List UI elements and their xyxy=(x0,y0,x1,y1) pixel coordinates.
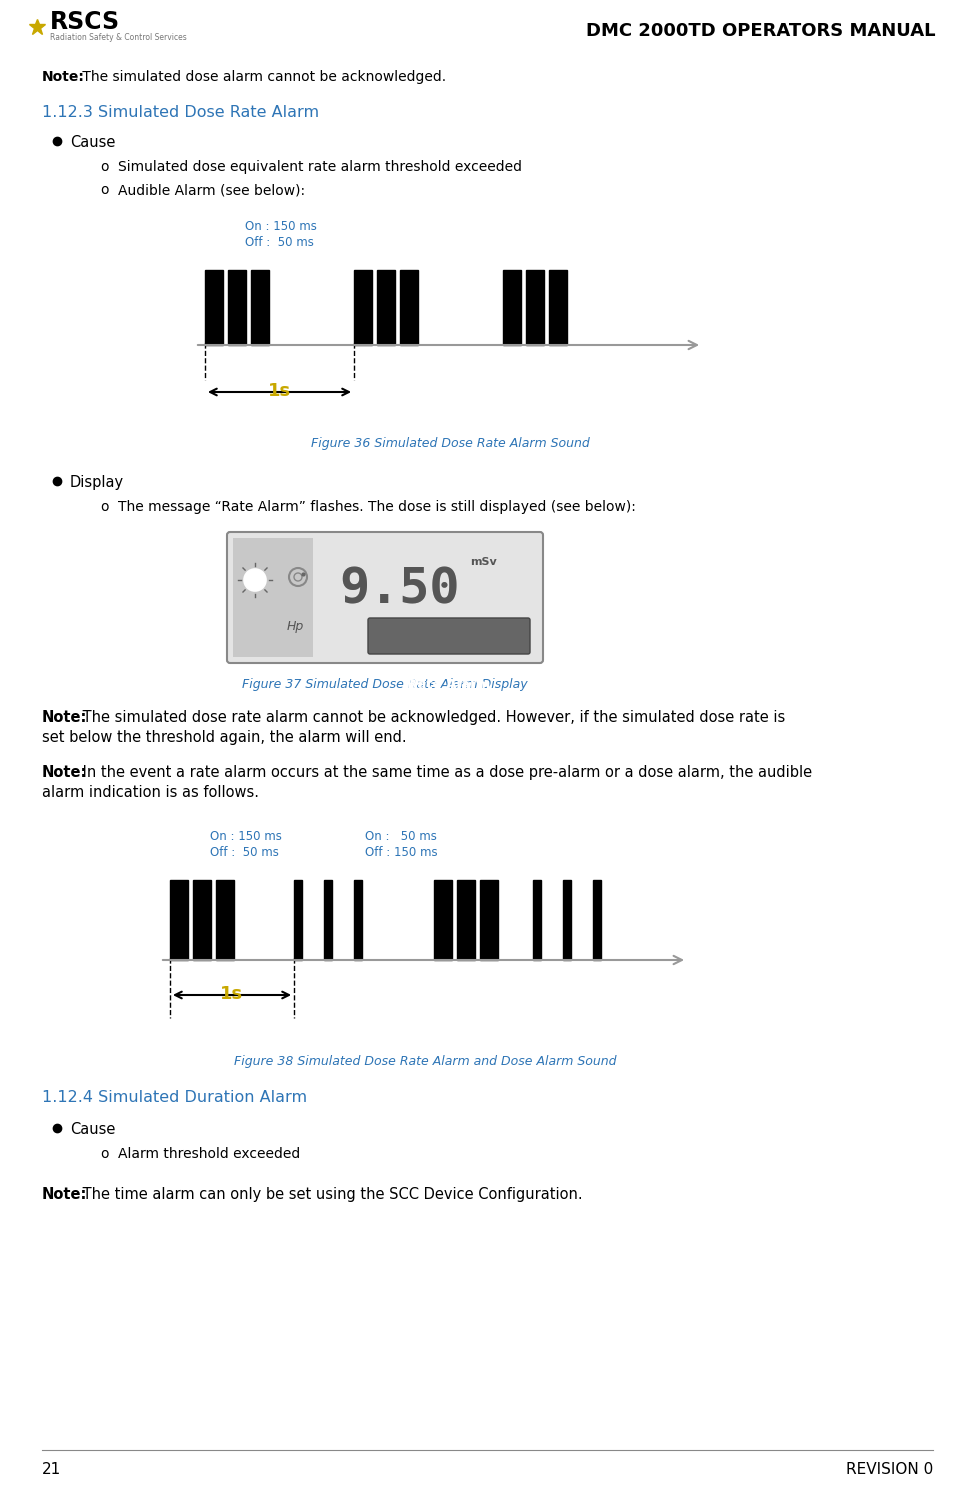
Text: On : 150 ms: On : 150 ms xyxy=(245,219,317,233)
Text: 21: 21 xyxy=(42,1462,61,1477)
Bar xyxy=(526,270,544,345)
Text: Figure 37 Simulated Dose Rate Alarm Display: Figure 37 Simulated Dose Rate Alarm Disp… xyxy=(242,678,527,691)
Bar xyxy=(434,879,452,960)
Text: Alarm threshold exceeded: Alarm threshold exceeded xyxy=(118,1147,300,1162)
Text: 1s: 1s xyxy=(268,382,292,400)
Text: Figure 36 Simulated Dose Rate Alarm Sound: Figure 36 Simulated Dose Rate Alarm Soun… xyxy=(311,437,589,449)
Text: Off : 150 ms: Off : 150 ms xyxy=(365,847,438,858)
Text: alarm indication is as follows.: alarm indication is as follows. xyxy=(42,785,259,800)
Bar xyxy=(228,270,246,345)
Text: 9.50: 9.50 xyxy=(339,564,460,614)
Bar xyxy=(533,879,541,960)
Bar xyxy=(480,879,498,960)
Text: Off :  50 ms: Off : 50 ms xyxy=(210,847,279,858)
Text: o: o xyxy=(100,184,108,197)
Text: REVISION 0: REVISION 0 xyxy=(845,1462,933,1477)
Bar xyxy=(549,270,567,345)
Text: o: o xyxy=(100,500,108,514)
Text: The message “Rate Alarm” flashes. The dose is still displayed (see below):: The message “Rate Alarm” flashes. The do… xyxy=(118,500,636,514)
Text: Figure 38 Simulated Dose Rate Alarm and Dose Alarm Sound: Figure 38 Simulated Dose Rate Alarm and … xyxy=(234,1056,616,1067)
Bar xyxy=(205,270,223,345)
Text: On : 150 ms: On : 150 ms xyxy=(210,830,282,844)
Text: In the event a rate alarm occurs at the same time as a dose pre-alarm or a dose : In the event a rate alarm occurs at the … xyxy=(78,764,812,779)
Text: 9.50: 9.50 xyxy=(339,564,460,614)
Text: DMC 2000TD OPERATORS MANUAL: DMC 2000TD OPERATORS MANUAL xyxy=(586,22,935,40)
Text: Simulated dose equivalent rate alarm threshold exceeded: Simulated dose equivalent rate alarm thr… xyxy=(118,160,522,175)
Text: The time alarm can only be set using the SCC Device Configuration.: The time alarm can only be set using the… xyxy=(78,1187,583,1202)
FancyBboxPatch shape xyxy=(368,618,530,654)
Text: Cause: Cause xyxy=(70,134,115,149)
Bar xyxy=(457,879,475,960)
Bar xyxy=(170,879,188,960)
Bar xyxy=(354,270,372,345)
Bar xyxy=(294,879,302,960)
Bar xyxy=(593,879,601,960)
Text: RSCS: RSCS xyxy=(50,10,120,34)
Text: On :   50 ms: On : 50 ms xyxy=(365,830,437,844)
Text: Note:: Note: xyxy=(42,764,88,779)
Text: Display: Display xyxy=(70,475,124,490)
Text: o: o xyxy=(100,1147,108,1162)
Bar xyxy=(563,879,571,960)
Text: Note:: Note: xyxy=(42,711,88,726)
Text: 1.12.3 Simulated Dose Rate Alarm: 1.12.3 Simulated Dose Rate Alarm xyxy=(42,105,319,119)
Circle shape xyxy=(244,569,266,591)
Bar xyxy=(377,270,395,345)
Text: Cause: Cause xyxy=(70,1123,115,1138)
Bar xyxy=(216,879,234,960)
Text: Radiation Safety & Control Services: Radiation Safety & Control Services xyxy=(50,33,187,42)
Text: 1.12.4 Simulated Duration Alarm: 1.12.4 Simulated Duration Alarm xyxy=(42,1090,307,1105)
Bar xyxy=(193,879,211,960)
Text: Audible Alarm (see below):: Audible Alarm (see below): xyxy=(118,184,305,197)
Bar xyxy=(400,270,418,345)
Text: mSv: mSv xyxy=(470,557,496,567)
Text: Hp: Hp xyxy=(287,620,304,633)
Text: Note:: Note: xyxy=(42,70,85,84)
Bar xyxy=(324,879,332,960)
Text: Rate Alarm: Rate Alarm xyxy=(408,678,490,691)
Text: The simulated dose alarm cannot be acknowledged.: The simulated dose alarm cannot be ackno… xyxy=(78,70,447,84)
Text: set below the threshold again, the alarm will end.: set below the threshold again, the alarm… xyxy=(42,730,407,745)
Bar xyxy=(233,537,313,657)
Bar xyxy=(354,879,362,960)
Bar xyxy=(251,270,269,345)
FancyBboxPatch shape xyxy=(227,532,543,663)
Text: o: o xyxy=(100,160,108,175)
Circle shape xyxy=(249,573,261,585)
Bar xyxy=(503,270,521,345)
Text: 1s: 1s xyxy=(220,985,244,1003)
Text: The simulated dose rate alarm cannot be acknowledged. However, if the simulated : The simulated dose rate alarm cannot be … xyxy=(78,711,785,726)
Text: Note:: Note: xyxy=(42,1187,88,1202)
Text: Off :  50 ms: Off : 50 ms xyxy=(245,236,314,249)
